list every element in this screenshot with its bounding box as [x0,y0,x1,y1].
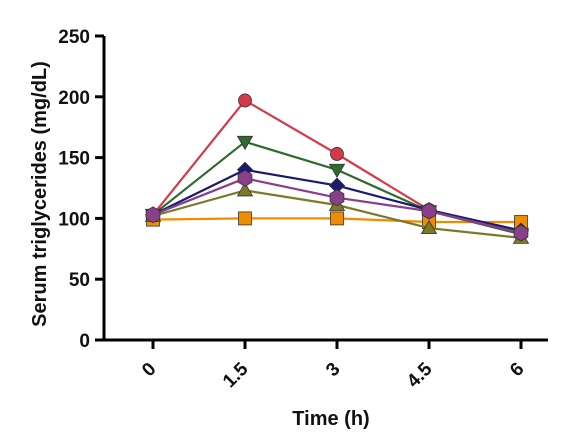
data-point [513,224,529,242]
x-tick-label: 0 [138,359,160,381]
data-point [330,211,344,226]
x-tick-label: 1.5 [219,358,253,392]
y-tick-label: 150 [58,149,90,170]
axes [102,36,548,342]
axis-frame [102,36,548,342]
data-point [238,93,252,108]
y-tick-label: 0 [79,331,90,352]
data-point [236,182,254,197]
data-point [421,202,437,220]
series-hexagon [145,169,529,242]
data-point [330,147,344,161]
data-point [329,189,345,207]
x-axis-ticks: 0 1.5 3 4.5 6 [138,340,529,392]
y-tick-label: 50 [69,270,90,291]
series-layer [144,93,530,244]
y-axis-title: Serum triglycerides (mg/dL) [29,61,51,327]
data-point [237,169,253,187]
y-tick-label: 200 [58,88,90,109]
x-axis-title: Time (h) [292,408,369,430]
x-tick-label: 4.5 [403,358,437,392]
data-point [420,219,438,235]
x-tick-label: 3 [322,359,344,381]
x-tick-label: 6 [506,359,528,381]
y-tick-label: 250 [58,27,90,48]
data-point [238,211,252,226]
y-axis-ticks: 0 50 100 150 200 250 [58,27,104,352]
data-point [145,206,161,224]
y-tick-label: 100 [58,209,90,230]
data-point [236,135,254,151]
data-point [328,163,346,179]
